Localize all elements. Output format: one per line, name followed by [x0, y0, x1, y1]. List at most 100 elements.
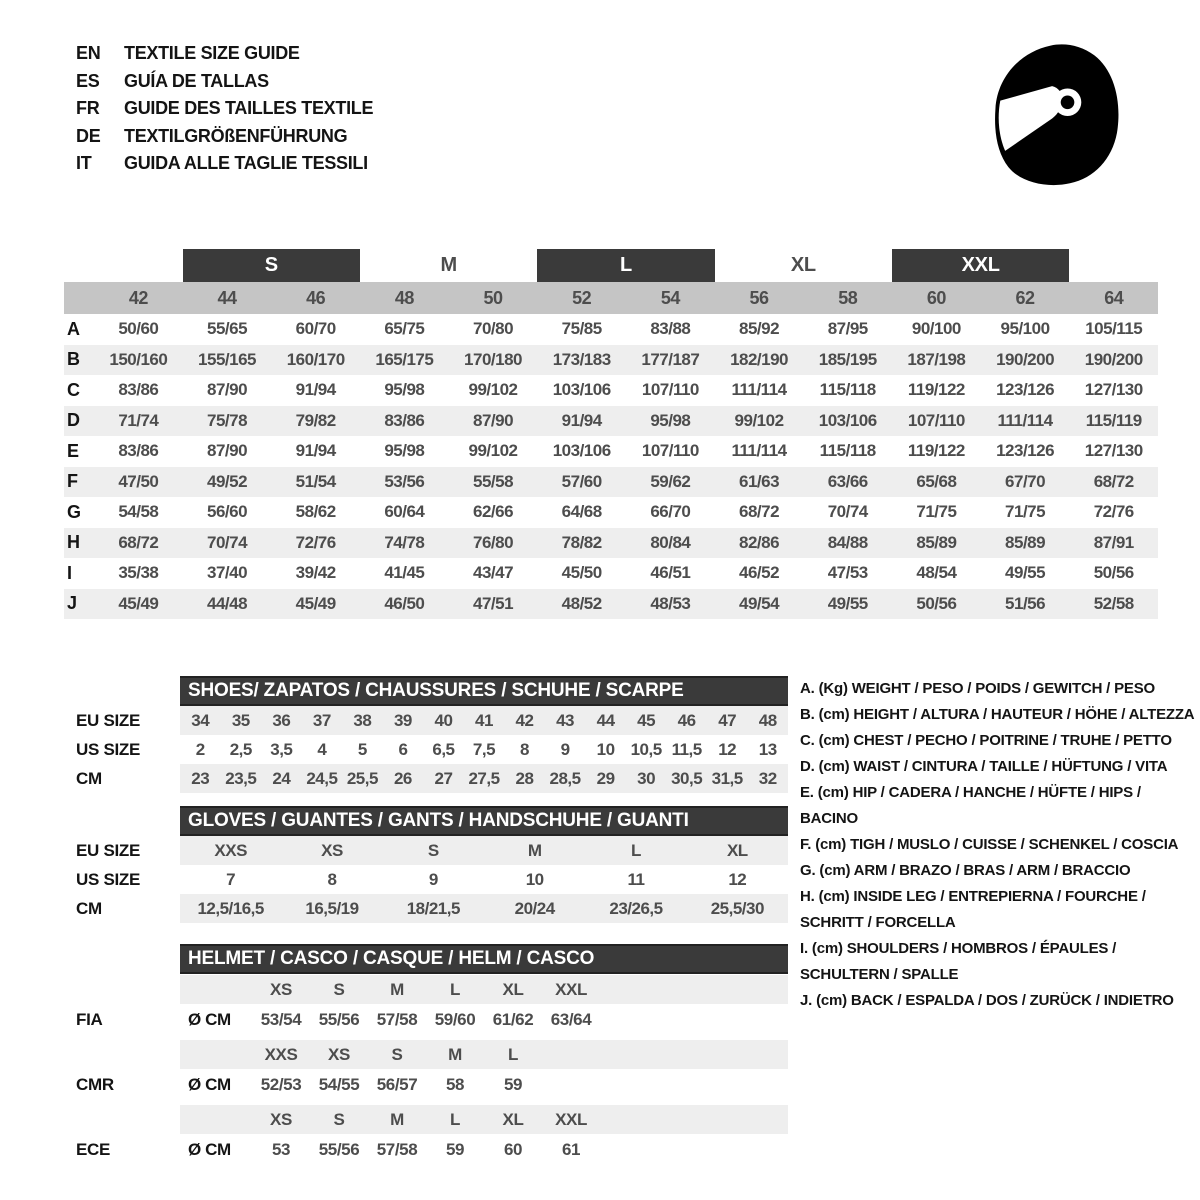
size-value: 68/72	[739, 502, 780, 522]
helmet-title-row: HELMET / CASCO / CASQUE / HELM / CASCO	[64, 944, 788, 974]
size-value: 87/91	[1093, 532, 1135, 552]
helmet-title: HELMET / CASCO / CASQUE / HELM / CASCO	[188, 948, 595, 969]
size-value: 24	[272, 768, 291, 788]
size-value: 65/68	[916, 471, 957, 491]
size-value: M	[527, 840, 542, 860]
sub-table-row: CM 23 23,5 24 24,5 25,5 26 27 27,5 28 28,5 29 30 30,5…	[64, 764, 788, 793]
row-cells: 34 35 36 37 38 39 40 41 42 43 44 45 46 47 48	[180, 706, 788, 735]
size-value: 37	[312, 710, 331, 730]
sub-table-row: EU SIZE 34 35 36 37 38 39 40 41 42 43 44 45 46 47 48	[64, 706, 788, 735]
size-value: 9	[428, 869, 438, 889]
size-value: 59/60	[434, 1010, 476, 1029]
size-value: 41/45	[384, 563, 425, 583]
size-value: 53/54	[260, 1010, 302, 1029]
size-group-m: M	[440, 254, 457, 276]
row-label: G	[67, 501, 82, 522]
column-header: 60	[926, 287, 947, 308]
size-value: 127/130	[1084, 441, 1143, 461]
size-value: 35/38	[118, 563, 159, 583]
size-value: 34	[191, 710, 210, 730]
size-label: M	[390, 979, 404, 999]
gloves-title-bar: GLOVES / GUANTES / GANTS / HANDSCHUHE / …	[180, 806, 788, 836]
measure-row: H 68/72 70/74 72/76 74/78 76/80 78/82 80/84 82/8…	[64, 527, 1158, 558]
size-value: 28	[515, 768, 534, 788]
row-label: FIA	[76, 1010, 103, 1029]
size-value: 119/122	[907, 441, 966, 461]
size-value: 5	[357, 739, 367, 759]
legend-entry: C. (cm) CHEST / PECHO / POITRINE / TRUHE…	[800, 732, 1172, 749]
size-value: 53	[271, 1140, 291, 1159]
size-value: 39	[393, 710, 412, 730]
size-value: 16,5/19	[305, 898, 359, 918]
size-value: 107/110	[907, 410, 966, 430]
row-label: F	[67, 471, 78, 492]
size-value: 29	[596, 768, 615, 788]
size-value: S	[427, 840, 439, 860]
size-value: 53/56	[384, 471, 425, 491]
size-label: XL	[502, 979, 524, 999]
measure-row: A 50/60 55/65 60/70 65/75 70/80 75/85 83/88 85/9…	[64, 314, 1158, 345]
size-label: XXL	[555, 979, 587, 999]
size-value: 56/60	[206, 502, 248, 522]
size-value: 63/66	[827, 471, 869, 491]
row-label: ECE	[76, 1140, 111, 1159]
row-label: US SIZE	[76, 869, 141, 889]
legend-entry: H. (cm) INSIDE LEG / ENTREPIERNA / FOURC…	[800, 888, 1146, 931]
size-value: 28,5	[549, 768, 582, 788]
size-group-s: S	[182, 249, 360, 282]
row-label: US SIZE	[76, 739, 141, 759]
size-value: 50/56	[916, 593, 957, 613]
row-label: CM	[76, 898, 102, 918]
language-code: FR	[76, 98, 100, 119]
size-value: 66/70	[650, 502, 691, 522]
language-code: EN	[76, 43, 101, 64]
size-label: S	[391, 1044, 403, 1064]
size-value: 46	[677, 710, 696, 730]
size-value: 105/115	[1085, 319, 1143, 339]
size-value: 182/190	[730, 349, 789, 369]
unit-label: Ø CM	[188, 1010, 231, 1029]
size-value: 44/48	[206, 593, 248, 613]
size-value: 30	[637, 768, 656, 788]
helmet-size-row: XS S M L XL XXL	[64, 975, 788, 1004]
row-cells: Ø CM 53/54 55/56 57/58 59/60 61/62 63/64	[180, 1004, 788, 1036]
size-value: 7,5	[472, 739, 496, 759]
size-value: 95/98	[650, 410, 691, 430]
size-group-l: L	[537, 249, 715, 282]
size-value: 155/165	[198, 349, 256, 369]
size-label: XL	[502, 1109, 524, 1129]
size-value: 60/70	[295, 319, 337, 339]
size-value: 58	[445, 1075, 465, 1094]
helmet-standard-group-ece: XS S M L XL XXL ECE Ø CM 53 55/56 57/58 59 60 61	[64, 1105, 788, 1166]
size-value: 52/53	[260, 1075, 302, 1094]
unit-label: Ø CM	[188, 1075, 231, 1094]
size-value: 6,5	[432, 739, 455, 759]
size-value: 115/118	[819, 380, 877, 400]
row-cells: 2 2,5 3,5 4 5 6 6,5 7,5 8 9 10 10,5 11,5 12 13	[180, 735, 788, 764]
size-value: 177/187	[641, 349, 700, 369]
size-value: 23	[191, 768, 210, 788]
size-value: 55/65	[206, 319, 248, 339]
size-value: 64/68	[561, 502, 603, 522]
row-cells: XS S M L XL XXL	[180, 1105, 788, 1134]
size-value: 49/52	[206, 471, 248, 491]
row-label: EU SIZE	[76, 840, 141, 860]
header-spacer	[64, 249, 94, 282]
columns-spacer	[64, 282, 94, 314]
size-label: L	[508, 1044, 518, 1064]
row-label: E	[67, 440, 80, 461]
size-value: 57/60	[561, 471, 603, 491]
size-value: 119/122	[907, 380, 966, 400]
legend-entry: I. (cm) SHOULDERS / HOMBROS / ÉPAULES / …	[800, 940, 1117, 983]
size-value: XXS	[214, 840, 247, 860]
row-cells: 12,5/16,5 16,5/19 18/21,5 20/24 23/26,5 25,5/…	[180, 894, 788, 923]
size-value: 95/100	[1000, 319, 1050, 339]
language-label: TEXTILE SIZE GUIDE	[124, 43, 300, 64]
size-value: 43	[556, 710, 574, 730]
size-value: 185/195	[818, 349, 877, 369]
size-value: 32	[758, 768, 777, 788]
gutter-spacer	[64, 676, 180, 706]
size-value: 27,5	[468, 768, 500, 788]
size-value: 47/53	[827, 563, 869, 583]
size-value: 40	[434, 710, 453, 730]
